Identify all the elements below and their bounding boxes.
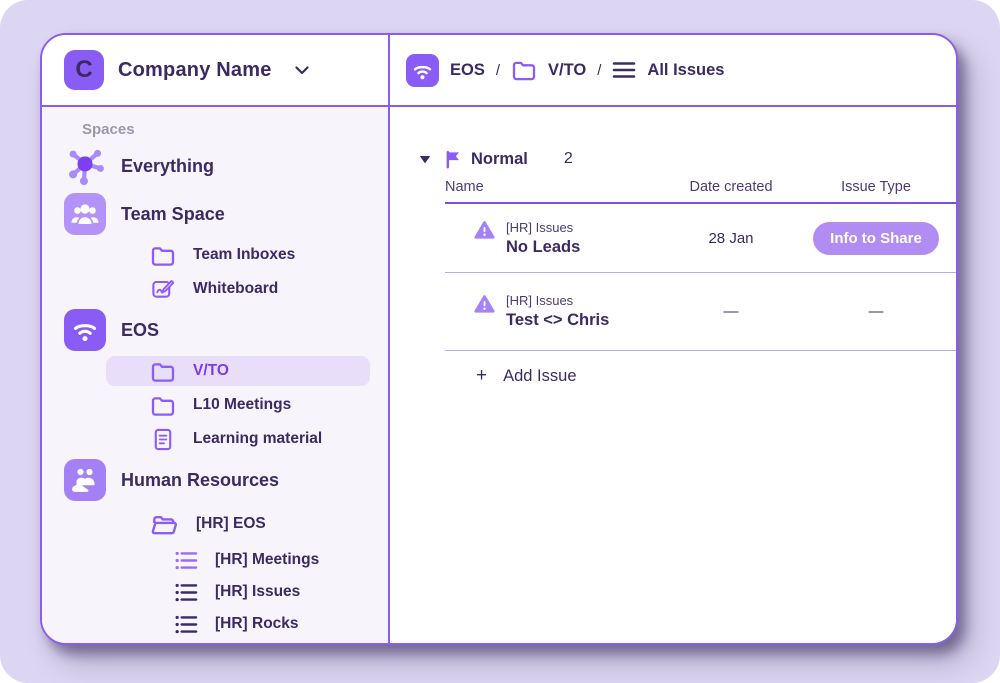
sidebar-item-whiteboard[interactable]: Whiteboard [42,272,388,306]
issue-category: [HR] Issues [506,219,574,235]
folder-open-icon [150,512,179,537]
sidebar-item-hr-rocks[interactable]: [HR] Rocks [42,608,388,640]
warning-icon [474,220,495,240]
main-panel: EOS / V/TO / All Issues Normal 2 Name Date c… [390,35,956,643]
plus-icon: + [476,365,488,386]
people-icon [64,193,106,235]
sidebar: C Company Name Spaces Everything Team Spa… [42,35,390,643]
date-created-cell[interactable]: — [723,303,739,320]
whiteboard-icon [150,277,176,302]
sidebar-item-label: [HR] Issues [215,583,301,600]
column-header-date-created[interactable]: Date created [689,178,773,195]
issue-name[interactable]: No Leads [506,237,581,256]
wifi-icon [64,309,106,351]
chevron-down-icon[interactable] [294,65,309,75]
wifi-app-icon [406,53,439,87]
list-icon [174,582,199,603]
sidebar-item-team-inboxes[interactable]: Team Inboxes [42,238,388,272]
spaces-panel: Spaces Everything Team Space Team Inboxes W… [42,107,388,640]
issue-title-stack: [HR] Issues Test <> Chris [506,293,609,330]
group-header: Normal 2 [390,147,956,171]
list-icon [174,550,199,571]
issues-list: Normal 2 Name Date created Issue Type [H… [390,107,956,401]
folder-icon [150,243,176,268]
folder-icon [150,359,176,384]
issue-name[interactable]: Test <> Chris [506,311,610,329]
sidebar-item-l10-meetings[interactable]: L10 Meetings [42,388,388,422]
sidebar-item-label: [HR] EOS [196,515,266,532]
add-issue-button[interactable]: + Add Issue [445,351,956,401]
hand-people-icon [64,459,106,501]
company-name: Company Name [118,58,272,81]
group-count: 2 [563,150,573,167]
breadcrumb-item-eos[interactable]: EOS [406,53,485,87]
flag-icon [445,150,462,169]
breadcrumb-label: All Issues [647,60,725,79]
column-header-issue-type[interactable]: Issue Type [841,178,911,195]
sidebar-item-label: Human Resources [121,469,280,490]
sidebar-item-label: Team Space [121,203,225,224]
breadcrumb-item-all-issues[interactable]: All Issues [612,61,724,80]
sidebar-item-label: EOS [121,319,160,340]
group-name[interactable]: Normal [471,149,528,168]
breadcrumb-item-v-to[interactable]: V/TO [511,58,586,82]
company-logo: C [64,50,104,90]
breadcrumb-bar: EOS / V/TO / All Issues [390,35,956,107]
table-row-no-leads[interactable]: [HR] Issues No Leads 28 Jan Info to Share [445,204,956,273]
column-header-name[interactable]: Name [445,178,484,195]
sidebar-item-label: Learning material [193,430,323,447]
document-icon [150,427,176,452]
column-header-row: Name Date created Issue Type [445,171,956,204]
name-cell: [HR] Issues No Leads [445,220,666,257]
issue-type-cell: — [796,303,956,320]
sidebar-item-hr-meetings[interactable]: [HR] Meetings [42,544,388,576]
issue-category: [HR] Issues [506,293,574,308]
sidebar-item-eos[interactable]: EOS [42,306,388,354]
spaces-tree: Everything Team Space Team Inboxes Whiteboa… [42,142,388,640]
company-initial: C [75,56,93,83]
sidebar-item-v-to[interactable]: V/TO [106,356,370,386]
hub-icon [64,145,106,187]
breadcrumb: EOS / V/TO / All Issues [406,53,724,87]
table-row-test-chris[interactable]: [HR] Issues Test <> Chris — — [445,273,956,351]
list-lines-icon [612,61,636,79]
issue-type-empty[interactable]: — [868,303,884,320]
sidebar-item-team-space[interactable]: Team Space [42,190,388,238]
folder-icon [150,393,176,418]
breadcrumb-separator: / [597,61,602,79]
issue-type-badge[interactable]: Info to Share [813,221,939,255]
app-window: C Company Name Spaces Everything Team Spa… [40,33,958,645]
sidebar-item-learning-material[interactable]: Learning material [42,422,388,456]
spaces-section-label: Spaces [82,121,135,138]
sidebar-item-hr-issues[interactable]: [HR] Issues [42,576,388,608]
date-created-cell[interactable]: 28 Jan [708,229,754,247]
sidebar-item-label: [HR] Rocks [215,615,299,632]
warning-icon [474,294,495,314]
breadcrumb-label: V/TO [548,60,587,79]
list-icon [174,614,199,635]
table-body: [HR] Issues No Leads 28 Jan Info to Share [H… [390,204,956,351]
sidebar-item-label: V/TO [193,362,229,379]
sidebar-item-human-resources[interactable]: Human Resources [42,456,388,504]
sidebar-item-label: [HR] Meetings [215,551,320,568]
sidebar-item-label: Team Inboxes [193,246,296,263]
sidebar-item-label: Everything [121,155,215,176]
collapse-triangle-icon[interactable] [419,155,431,164]
sidebar-item-everything[interactable]: Everything [42,142,388,190]
sidebar-item-hr-eos[interactable]: [HR] EOS [42,504,388,544]
folder-icon [511,58,537,82]
breadcrumb-separator: / [495,61,501,79]
sidebar-item-label: L10 Meetings [193,396,292,413]
workspace-switcher[interactable]: C Company Name [42,35,388,107]
issue-type-cell: Info to Share [796,221,956,255]
sidebar-item-label: Whiteboard [193,280,279,297]
add-issue-label: Add Issue [503,366,577,385]
breadcrumb-label: EOS [450,60,485,79]
issue-title-stack: [HR] Issues No Leads [506,220,580,257]
name-cell: [HR] Issues Test <> Chris [445,293,666,330]
